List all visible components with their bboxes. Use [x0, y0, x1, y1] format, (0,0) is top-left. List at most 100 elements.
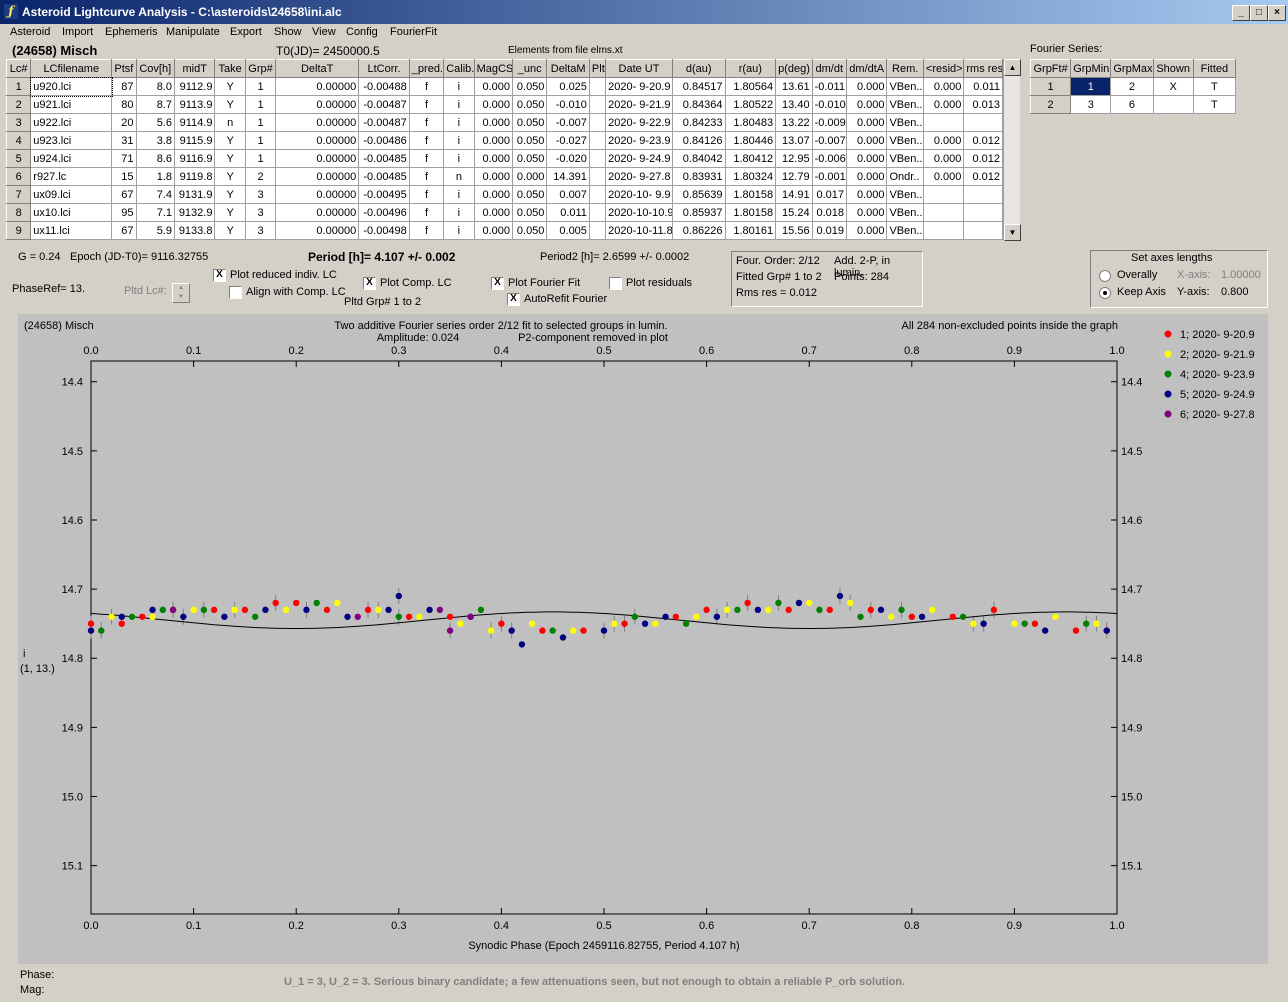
table-cell[interactable]: VBen.. — [886, 221, 924, 240]
fourier-row-number[interactable]: 1 — [1029, 77, 1072, 96]
row-number[interactable]: 2 — [6, 95, 32, 114]
table-cell[interactable]: f — [408, 77, 445, 96]
table-cell[interactable]: 1.80564 — [724, 77, 777, 96]
fourier-cell[interactable]: T — [1192, 95, 1237, 114]
table-cell[interactable]: 0.018 — [811, 203, 847, 222]
lc-column-header[interactable]: Ptsf — [111, 59, 137, 78]
table-cell[interactable]: 15.56 — [775, 221, 813, 240]
fourier-column-header[interactable]: GrpFt# — [1029, 59, 1072, 78]
table-cell[interactable]: 14.391 — [546, 167, 590, 186]
table-cell[interactable]: 0.84042 — [671, 149, 726, 168]
table-cell[interactable]: 0.000 — [473, 221, 514, 240]
table-cell[interactable]: 15 — [111, 167, 137, 186]
x-axis-value[interactable]: 1.00000 — [1221, 269, 1261, 281]
table-cell[interactable]: 0.025 — [546, 77, 590, 96]
table-cell[interactable]: 67 — [111, 185, 137, 204]
lc-column-header[interactable]: _unc — [512, 59, 548, 78]
table-cell[interactable] — [588, 149, 607, 168]
lightcurve-svg[interactable]: (24658) Misch Two additive Fourier serie… — [18, 314, 1268, 964]
table-cell[interactable] — [963, 113, 1003, 132]
table-row[interactable]: 7 ux09.lci 67 7.4 9131.9 Y 3 0.00000 -0.00495 f i 0… — [6, 185, 1003, 204]
table-cell[interactable]: 0.011 — [546, 203, 590, 222]
table-cell[interactable]: Y — [214, 203, 246, 222]
table-cell[interactable]: 1 — [244, 77, 277, 96]
pltd-lc-spinner[interactable]: ▲ ▼ — [172, 283, 190, 303]
menu-ephemeris[interactable]: Ephemeris — [105, 26, 158, 38]
table-cell[interactable]: 2020- 9-27.8 — [605, 167, 673, 186]
table-cell[interactable]: -0.009 — [811, 113, 847, 132]
table-cell[interactable]: 1.80161 — [724, 221, 777, 240]
table-cell[interactable]: VBen.. — [886, 77, 924, 96]
fourier-cell[interactable]: 3 — [1070, 95, 1112, 114]
table-cell[interactable]: u921.lci — [30, 95, 113, 114]
table-cell[interactable]: 0.000 — [845, 221, 888, 240]
table-cell[interactable]: 0.83931 — [671, 167, 726, 186]
menu-manipulate[interactable]: Manipulate — [166, 26, 220, 38]
table-cell[interactable]: -0.011 — [811, 77, 847, 96]
table-cell[interactable]: 5.6 — [135, 113, 175, 132]
table-cell[interactable]: 0.012 — [963, 149, 1003, 168]
table-cell[interactable]: f — [408, 203, 445, 222]
table-cell[interactable]: 1.80446 — [724, 131, 777, 150]
table-cell[interactable] — [588, 203, 607, 222]
table-cell[interactable]: 9112.9 — [173, 77, 216, 96]
overally-radio[interactable] — [1099, 270, 1111, 282]
lc-column-header[interactable]: Take — [214, 59, 246, 78]
table-cell[interactable]: 13.61 — [775, 77, 813, 96]
table-cell[interactable]: 0.017 — [811, 185, 847, 204]
table-cell[interactable]: i — [443, 203, 475, 222]
lc-column-header[interactable]: d(au) — [671, 59, 726, 78]
table-cell[interactable]: -0.007 — [546, 113, 590, 132]
lc-column-header[interactable]: Lc# — [6, 59, 32, 78]
table-cell[interactable]: 0.00000 — [275, 221, 360, 240]
table-cell[interactable]: 1.80158 — [724, 203, 777, 222]
table-cell[interactable]: 0.00000 — [275, 95, 360, 114]
table-cell[interactable]: 0.000 — [473, 113, 514, 132]
table-cell[interactable]: 0.005 — [546, 221, 590, 240]
table-cell[interactable]: 87 — [111, 77, 137, 96]
table-cell[interactable]: ux09.lci — [30, 185, 113, 204]
fourier-column-header[interactable]: Fitted — [1192, 59, 1237, 78]
table-cell[interactable]: 2020- 9-22.9 — [605, 113, 673, 132]
table-cell[interactable]: 0.00000 — [275, 113, 360, 132]
table-cell[interactable]: i — [443, 149, 475, 168]
scroll-up-icon[interactable]: ▲ — [1004, 59, 1021, 76]
table-cell[interactable]: -0.001 — [811, 167, 847, 186]
table-cell[interactable]: 5.9 — [135, 221, 175, 240]
table-cell[interactable] — [922, 203, 965, 222]
table-cell[interactable]: 0.00000 — [275, 77, 360, 96]
row-number[interactable]: 7 — [6, 185, 32, 204]
table-row[interactable]: 8 ux10.lci 95 7.1 9132.9 Y 3 0.00000 -0.00496 f i 0… — [6, 203, 1003, 222]
table-cell[interactable] — [588, 77, 607, 96]
row-number[interactable]: 9 — [6, 221, 32, 240]
table-cell[interactable]: 7.1 — [135, 203, 175, 222]
table-cell[interactable]: -0.00486 — [358, 131, 410, 150]
fourier-column-header[interactable]: GrpMin — [1070, 59, 1112, 78]
table-cell[interactable]: VBen.. — [886, 203, 924, 222]
row-number[interactable]: 5 — [6, 149, 32, 168]
table-cell[interactable]: 0.00000 — [275, 131, 360, 150]
table-cell[interactable]: 8.0 — [135, 77, 175, 96]
table-cell[interactable]: Y — [214, 77, 246, 96]
table-cell[interactable]: Y — [214, 185, 246, 204]
lc-column-header[interactable]: LCfilename — [30, 59, 113, 78]
table-cell[interactable]: VBen.. — [886, 131, 924, 150]
fourier-cell[interactable]: 2 — [1110, 77, 1154, 96]
plot-reduced-checkbox[interactable]: X — [213, 269, 226, 282]
table-cell[interactable]: -0.006 — [811, 149, 847, 168]
lc-column-header[interactable]: Calib. — [443, 59, 475, 78]
table-cell[interactable]: f — [408, 167, 445, 186]
table-cell[interactable]: 13.40 — [775, 95, 813, 114]
table-cell[interactable]: 0.84517 — [671, 77, 726, 96]
table-cell[interactable]: 0.000 — [512, 167, 548, 186]
table-cell[interactable]: 0.000 — [473, 149, 514, 168]
row-number[interactable]: 8 — [6, 203, 32, 222]
table-cell[interactable]: 0.000 — [473, 95, 514, 114]
table-row[interactable]: 2 u921.lci 80 8.7 9113.9 Y 1 0.00000 -0.00487 f i 0… — [6, 95, 1003, 114]
table-cell[interactable]: 0.000 — [473, 167, 514, 186]
table-cell[interactable]: 0.00000 — [275, 203, 360, 222]
lc-column-header[interactable]: DeltaT — [275, 59, 360, 78]
table-cell[interactable]: 2020-10-10.9 — [605, 203, 673, 222]
table-cell[interactable]: 13.07 — [775, 131, 813, 150]
table-cell[interactable]: 0.000 — [845, 203, 888, 222]
